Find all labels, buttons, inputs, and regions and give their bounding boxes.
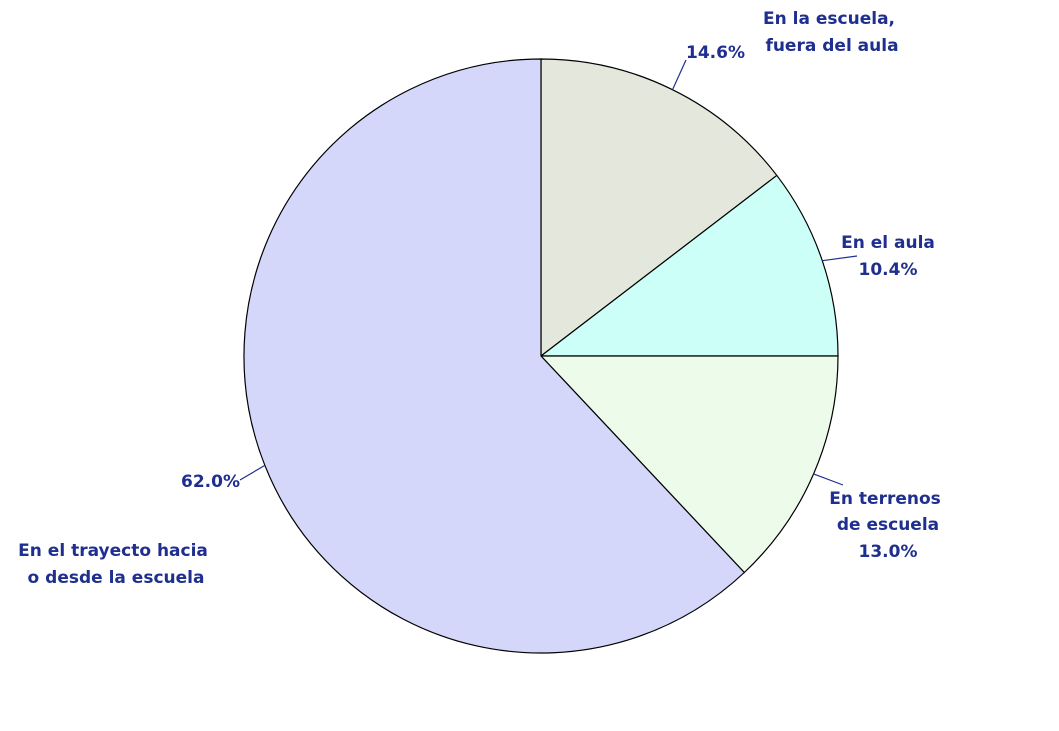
slice-label-line: o desde la escuela <box>28 568 205 588</box>
leader-line-1 <box>822 255 858 262</box>
slice-label-en-la-escuela-fuera-del-aula: En la escuela, fuera del aula <box>763 9 901 56</box>
leader-lines <box>239 59 858 486</box>
pie-slice-3 <box>243 58 746 654</box>
pie-slice-2 <box>539 355 839 574</box>
slice-label-line: fuera del aula <box>765 36 898 56</box>
slice-value-en-la-escuela-fuera-del-aula: 14.6% <box>686 43 745 63</box>
slice-label-line: En el trayecto hacia <box>18 541 208 561</box>
pie-slice-0 <box>540 58 778 358</box>
leader-line-0 <box>671 59 687 90</box>
leader-line-3 <box>239 464 266 481</box>
leader-line-2 <box>813 473 844 486</box>
slice-label-line: En terrenos <box>829 489 941 509</box>
slice-value-en-terrenos-de-escuela: 13.0% <box>859 542 918 562</box>
slice-label-en-el-trayecto: En el trayecto hacia o desde la escuela <box>18 541 214 588</box>
slice-value-en-el-trayecto: 62.0% <box>181 472 240 492</box>
pie-slices <box>243 58 839 654</box>
slice-label-en-el-aula: En el aula <box>841 233 935 253</box>
slice-label-line: de escuela <box>837 515 939 535</box>
slice-label-en-terrenos-de-escuela: En terrenos de escuela <box>829 489 946 535</box>
slice-label-line: En la escuela, <box>763 9 895 29</box>
slice-value-en-el-aula: 10.4% <box>859 260 918 280</box>
